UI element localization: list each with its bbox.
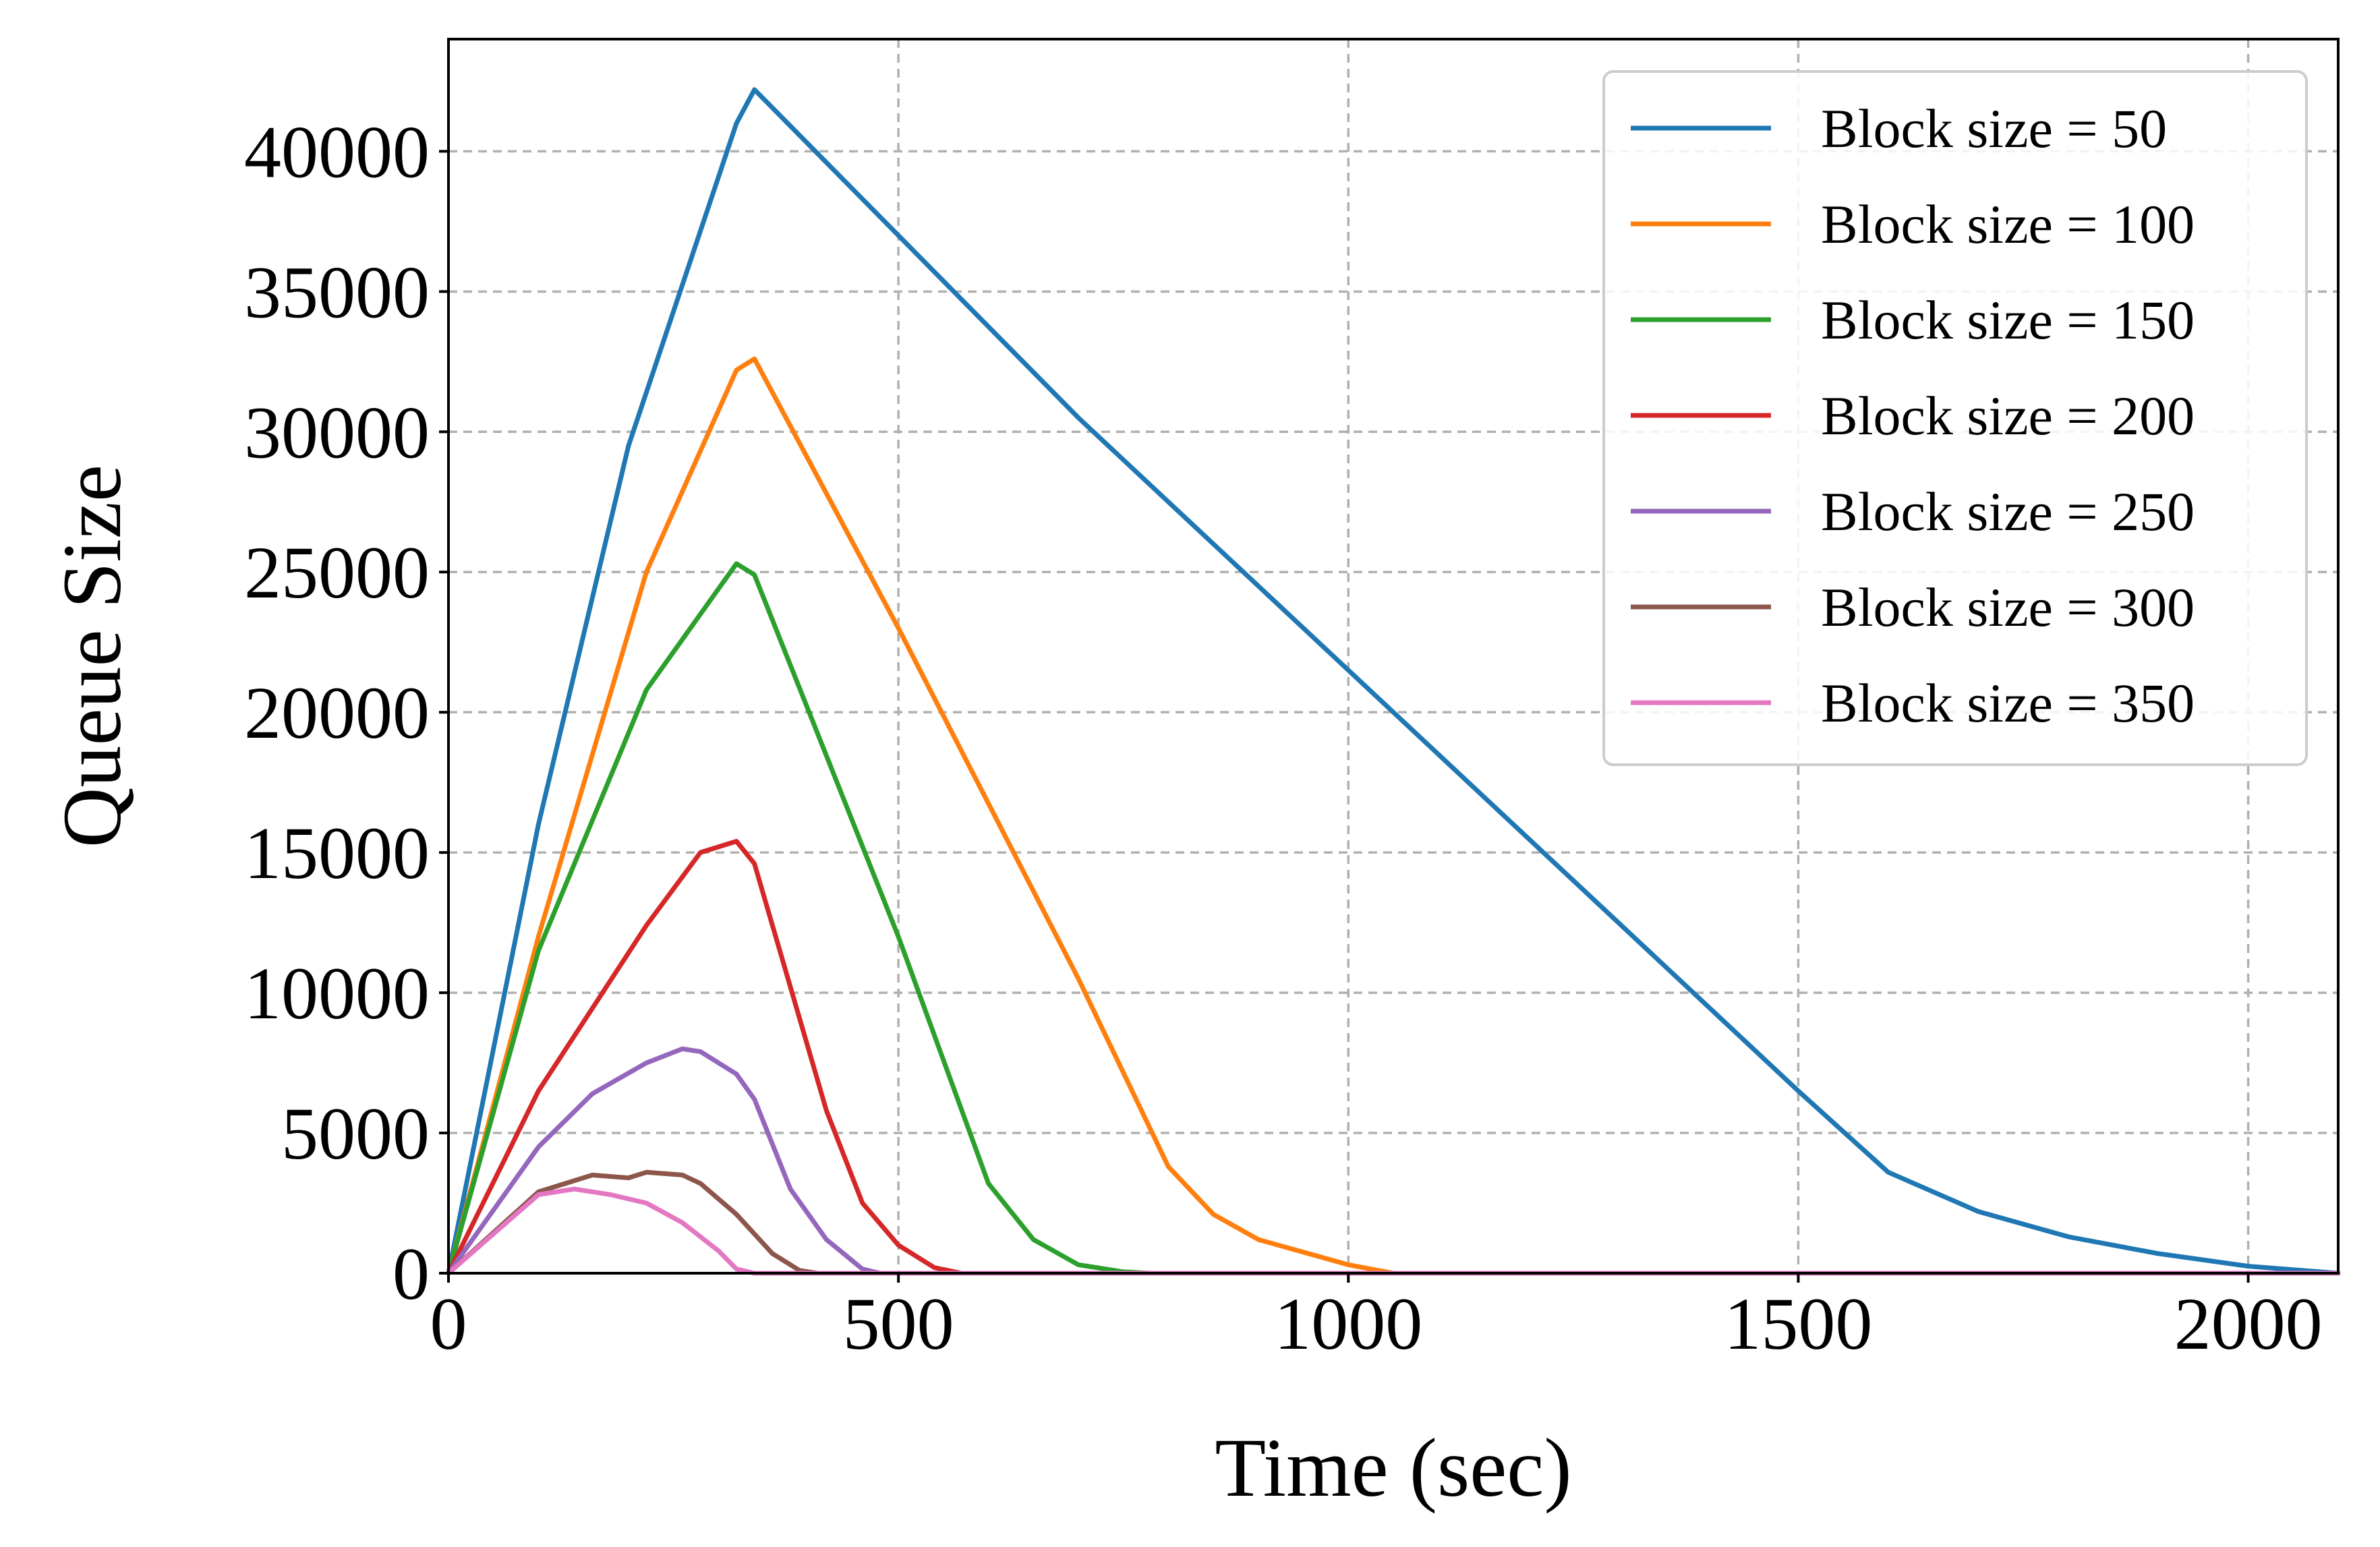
y-tick-label: 35000 bbox=[244, 251, 430, 333]
y-tick-label: 30000 bbox=[244, 391, 430, 473]
y-axis-label: Queue Size bbox=[46, 465, 138, 848]
y-tick-label: 25000 bbox=[244, 531, 430, 614]
series-line-1 bbox=[446, 87, 2341, 1276]
legend-label-2: Block size = 100 bbox=[1821, 194, 2195, 255]
legend-label-7: Block size = 350 bbox=[1821, 672, 2195, 734]
plot-frame bbox=[447, 38, 2340, 1275]
legend-box bbox=[1602, 70, 2308, 766]
y-tick-label: 15000 bbox=[244, 812, 430, 894]
series-line-5 bbox=[446, 1046, 2341, 1276]
x-tick-label: 1500 bbox=[1724, 1283, 1872, 1365]
legend-label-4: Block size = 200 bbox=[1821, 385, 2195, 446]
y-tick-label: 20000 bbox=[244, 672, 430, 754]
x-tick-label: 1000 bbox=[1274, 1283, 1422, 1365]
series-line-4 bbox=[446, 839, 2341, 1276]
x-tick-label: 500 bbox=[843, 1283, 954, 1365]
legend-label-1: Block size = 50 bbox=[1821, 98, 2167, 159]
y-tick-label: 5000 bbox=[281, 1092, 430, 1175]
legend-label-6: Block size = 300 bbox=[1821, 577, 2195, 638]
legend-label-3: Block size = 150 bbox=[1821, 289, 2195, 351]
x-tick-label: 0 bbox=[430, 1283, 467, 1365]
series-line-7 bbox=[446, 1186, 2341, 1276]
legend-label-5: Block size = 250 bbox=[1821, 481, 2195, 542]
x-axis-label: Time (sec) bbox=[1215, 1422, 1571, 1514]
y-tick-label: 10000 bbox=[244, 952, 430, 1034]
x-tick-label: 2000 bbox=[2174, 1283, 2323, 1365]
ticks: 0 500 1000 1500 2000050001000015000200002500… bbox=[244, 111, 2323, 1365]
y-tick-label: 0 bbox=[393, 1233, 430, 1315]
legend: Block size = 50 Block size = 100 Block siz… bbox=[1602, 70, 2308, 766]
y-tick-label: 40000 bbox=[244, 111, 430, 193]
series-line-2 bbox=[446, 356, 2341, 1276]
